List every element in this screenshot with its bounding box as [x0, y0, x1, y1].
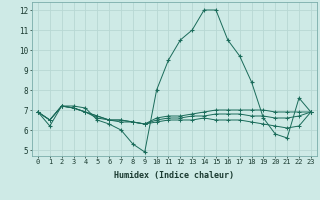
X-axis label: Humidex (Indice chaleur): Humidex (Indice chaleur) [115, 171, 234, 180]
